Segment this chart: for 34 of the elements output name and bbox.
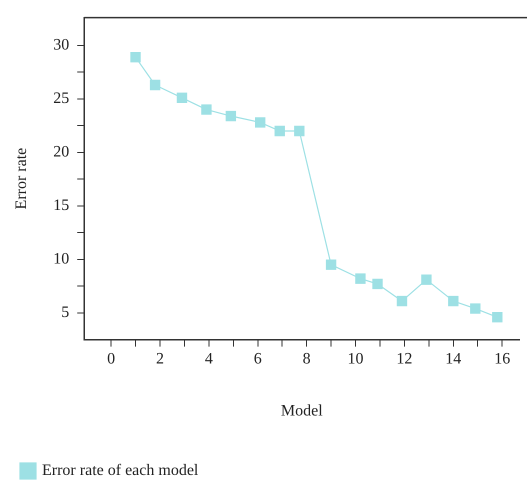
point [274, 126, 285, 136]
point [470, 303, 480, 314]
legend-label: Error rate of each model [42, 462, 199, 480]
y-tick-label: 15 [53, 197, 70, 214]
y-tick-label: 10 [53, 250, 70, 268]
point [130, 52, 141, 62]
y-tick-label: 25 [53, 90, 70, 108]
point [492, 312, 502, 322]
point [372, 278, 383, 290]
x-tick-label: 16 [494, 350, 510, 368]
x-tick-label: 2 [156, 350, 164, 368]
point [226, 110, 236, 122]
point [176, 92, 188, 104]
x-axis-title: Model [280, 402, 324, 420]
x-tick-label: 12 [396, 350, 412, 368]
point [255, 117, 266, 128]
x-tick-label: 8 [302, 350, 311, 368]
point [396, 296, 408, 306]
y-tick-label: 5 [61, 304, 70, 322]
y-tick-label: 20 [53, 144, 70, 161]
point [448, 296, 458, 306]
point [201, 104, 212, 115]
x-tick-label: 4 [204, 350, 213, 368]
point [326, 260, 336, 270]
x-tick-label: 10 [348, 350, 364, 368]
y-axis-title: Error rate [12, 148, 30, 210]
x-tick-label: 6 [254, 350, 262, 368]
point [150, 80, 160, 90]
point [355, 273, 366, 284]
point [421, 274, 432, 285]
point [294, 126, 304, 136]
y-tick-label: 30 [53, 36, 70, 54]
x-tick-label: 14 [445, 350, 462, 368]
x-tick-label: 0 [107, 350, 116, 368]
